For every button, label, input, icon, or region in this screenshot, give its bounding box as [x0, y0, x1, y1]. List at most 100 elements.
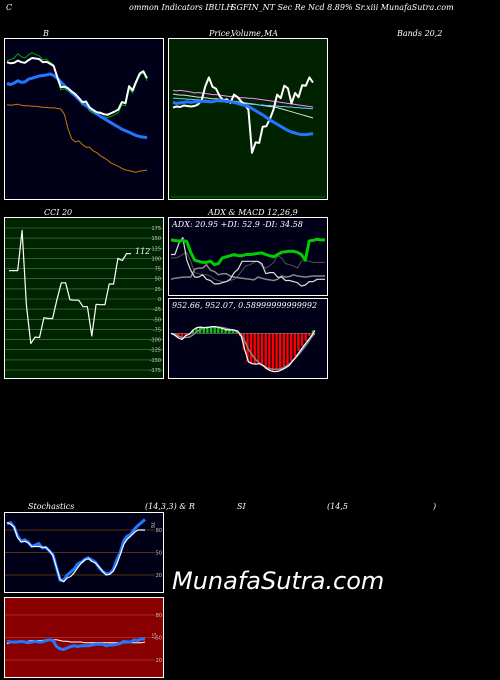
macd-histogram-bar [271, 333, 275, 372]
bands-label: Bands 20,2 [397, 29, 443, 38]
macd-histogram-bar [268, 333, 271, 371]
cci-line [9, 229, 131, 345]
rsi-tick-label: 50 [156, 636, 162, 642]
macd-histogram-bar [220, 328, 224, 334]
macd-histogram-bar [297, 333, 300, 351]
cci-tick-label: 25 [155, 287, 161, 293]
adx-panel: ADX: 20.95 +DI: 52.9 -DI: 34.58 [168, 217, 328, 296]
header-symbol: SGFIN_NT Sec Re Ncd 8.89% Sr.xiii Munafa… [231, 3, 454, 12]
cci-last-value: 112 [135, 247, 150, 256]
watermark: MunafaSutra.com [172, 567, 385, 595]
price-chart [171, 76, 325, 198]
cci-tick-label: 50 [155, 277, 161, 283]
cci-tick-label: -175 [150, 368, 161, 374]
macd-histogram-bar [300, 333, 304, 346]
macd-histogram-bar [209, 326, 213, 334]
stoch-params: (14,3,3) & R [145, 502, 195, 511]
macd-histogram-bar [217, 327, 220, 334]
bollinger-panel [4, 38, 164, 200]
cci-tick-label: -150 [150, 358, 161, 364]
macd-histogram-bar [264, 333, 267, 369]
cci-title: CCI 20 [44, 208, 73, 217]
cci-panel: 175 150 125 100 75 50 25 0 -25 -50 -75 -100 -125 -150… [4, 217, 164, 379]
macd-histogram-bar [191, 329, 194, 334]
macd-panel: 952.66, 952.07, 0.58999999999992 [168, 298, 328, 379]
cci-tick-label: -125 [150, 348, 161, 354]
macd-histogram-bar [304, 333, 307, 341]
stoch-tick-label: 50 [156, 551, 162, 557]
macd-histogram-bar [253, 333, 256, 365]
stochastics-panel: 80 50 20 76 [4, 512, 164, 593]
cci-tick-label: 75 [155, 267, 161, 273]
macd-histogram-bar [279, 333, 282, 370]
cci-tick-label: 0 [158, 297, 161, 303]
cci-tick-label: 125 [151, 246, 161, 252]
macd-histogram-bar [308, 333, 311, 337]
price-line [172, 76, 314, 154]
bb-price-line [6, 57, 148, 116]
rsi-last-value: 57 [150, 633, 156, 639]
macd-histogram-bar [257, 333, 260, 364]
rsi-close-paren: ) [433, 502, 437, 511]
stoch-label: Stochastics [28, 502, 75, 511]
macd-histogram-bar [213, 326, 216, 334]
bollinger-chart [6, 52, 148, 173]
macd-histogram-bar [184, 333, 187, 336]
adx-readout: ADX: 20.95 +DI: 52.9 -DI: 34.58 [172, 220, 303, 229]
macd-histogram-bar [242, 333, 245, 350]
bb-title: B [43, 29, 49, 38]
cci-tick-label: -100 [150, 338, 161, 344]
rsi-params: (14,5 [327, 502, 348, 511]
macd-histogram-bar [275, 333, 278, 372]
cci-tick-label: -50 [153, 317, 161, 323]
adx-macd-title: ADX & MACD 12,26,9 [208, 208, 298, 217]
macd-line [170, 326, 316, 373]
cci-chart: 175 150 125 100 75 50 25 0 -25 -50 -75 -100 -125 -150… [5, 226, 163, 374]
macd-histogram-bar [293, 333, 296, 357]
price-title: Price, [209, 29, 233, 38]
macd-histogram-bar [202, 327, 205, 334]
macd-histogram-bar [286, 333, 289, 366]
rsi-panel: 80 50 20 57 [4, 597, 164, 678]
adx-aux-line [171, 251, 325, 283]
macd-histogram-bar [195, 327, 198, 334]
macd-histogram-bar [249, 333, 253, 364]
minus-di-line [171, 237, 325, 287]
ma-line-4 [172, 98, 314, 137]
bb-upper-line [6, 52, 148, 118]
stoch-tick-label: 80 [156, 528, 162, 534]
rsi-label: SI [237, 502, 246, 511]
rsi-line [6, 637, 145, 651]
header-left: C [6, 3, 13, 12]
cci-tick-label: 100 [151, 256, 161, 262]
cci-tick-label: -25 [153, 307, 161, 313]
ma-line-1 [172, 89, 314, 108]
macd-chart [170, 326, 316, 373]
bb-lower-line [6, 103, 148, 173]
macd-histogram-bar [311, 330, 315, 334]
header-indicators: ommon Indicators IBULH [129, 3, 234, 12]
macd-histogram-bar [224, 329, 227, 334]
macd-histogram-bar [290, 333, 293, 361]
stoch-last-value: 76 [149, 522, 155, 528]
adx-chart [170, 237, 325, 287]
price-panel [168, 38, 328, 200]
macd-histogram-bar [260, 333, 264, 366]
macd-histogram-bar [231, 329, 235, 334]
ma-title: MA [264, 29, 278, 38]
rsi-chart: 80 50 20 57 [5, 613, 162, 664]
macd-histogram-bar [228, 329, 231, 334]
cci-tick-label: 175 [151, 226, 161, 232]
macd-readout: 952.66, 952.07, 0.58999999999992 [172, 301, 318, 310]
bb-middle-line [6, 72, 148, 140]
volume-title: Volume, [231, 29, 264, 38]
plus-di-line [170, 237, 325, 267]
macd-histogram-bar [180, 333, 184, 340]
rsi-tick-label: 80 [156, 613, 162, 619]
macd-histogram-bar [282, 333, 286, 368]
stochastics-chart: 80 50 20 76 [5, 518, 162, 583]
stoch-d-line [6, 521, 145, 583]
cci-tick-label: 150 [151, 236, 161, 242]
cci-tick-label: -75 [153, 327, 161, 333]
adx-line [170, 263, 325, 282]
